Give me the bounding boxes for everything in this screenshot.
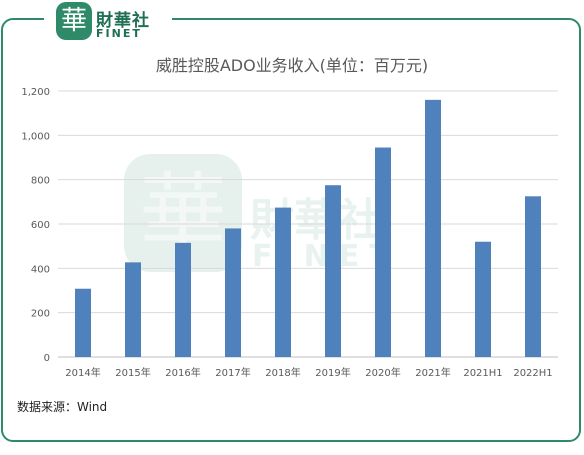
bar-2017年 [225,228,241,357]
bar-2018年 [275,207,291,357]
bar-2015年 [125,262,141,357]
x-tick-label: 2014年 [65,366,100,379]
y-tick-label: 1,000 [21,131,50,142]
y-tick-label: 800 [31,176,50,187]
bar-2022H1 [525,196,541,357]
bar-2014年 [75,288,91,357]
watermark-name-cn: 財華社 [250,195,382,246]
y-tick-label: 1,200 [21,87,50,98]
x-tick-label: 2020年 [365,366,400,379]
x-tick-label: 2022H1 [513,368,552,379]
brand-name-cn: 財華社 [96,11,150,31]
y-tick-label: 400 [31,264,50,275]
x-tick-label: 2019年 [315,366,350,379]
bar-2020年 [375,147,391,357]
x-tick-label: 2021H1 [463,368,502,379]
y-tick-label: 200 [31,309,50,320]
bar-2021H1 [475,241,491,357]
x-tick-label: 2016年 [165,366,200,379]
finet-logo-icon: 華 [56,2,92,40]
x-tick-label: 2018年 [265,366,300,379]
x-tick-label: 2017年 [215,366,250,379]
y-tick-label: 600 [31,220,50,231]
chart-title: 威胜控股ADO业务收入(单位：百万元) [155,56,429,75]
x-tick-label: 2021年 [415,366,450,379]
bar-2019年 [325,185,341,357]
bar-2016年 [175,242,191,357]
brand-name-en: FINET [96,27,142,40]
x-tick-label: 2015年 [115,366,150,379]
source-note: 数据来源：Wind [17,400,108,414]
brand-header: 華 財華社 FINET [44,0,172,42]
y-tick-label: 0 [44,353,50,364]
bar-2021年 [425,99,441,357]
